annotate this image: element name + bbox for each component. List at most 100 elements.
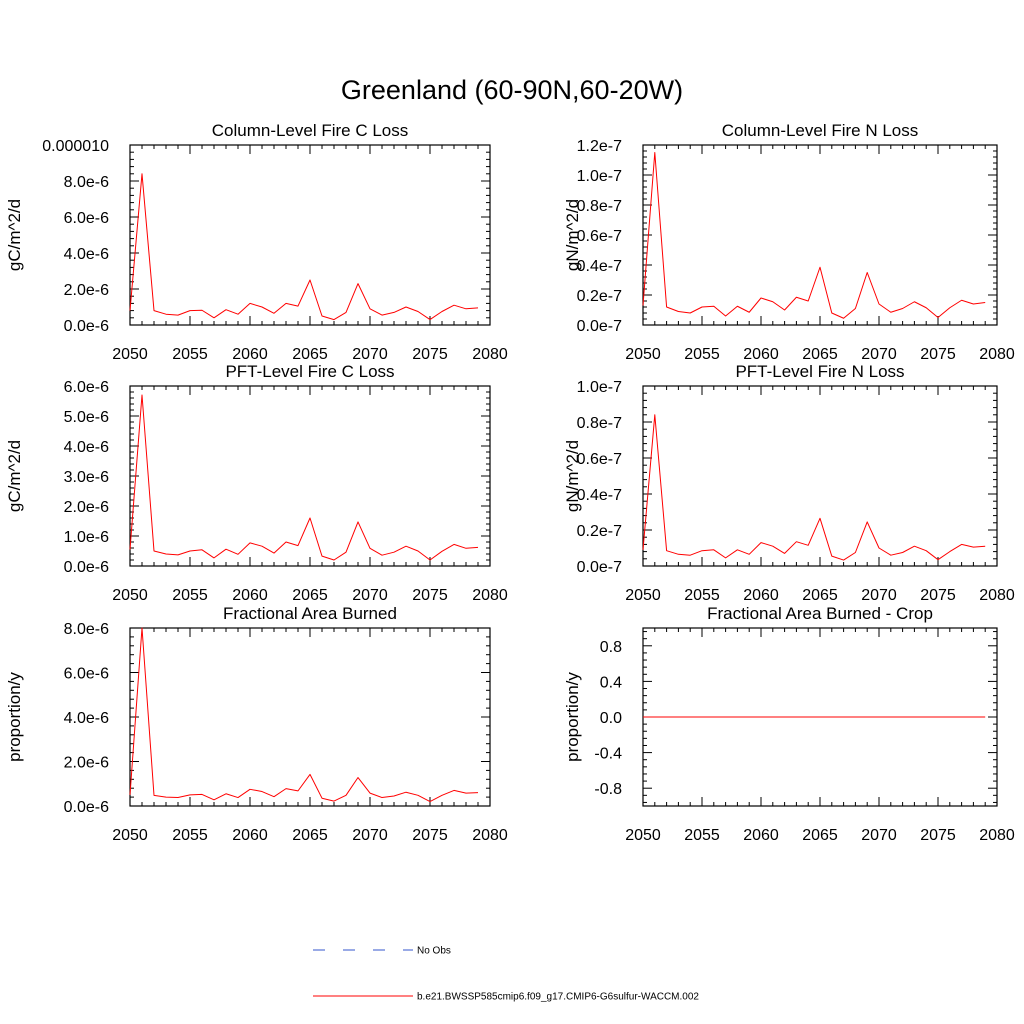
chart-panel: 2050 2055 2060 2065 2070 2075 2080 0.0e-6 2.0e-6… — [5, 121, 508, 363]
x-tick-label: 2075 — [920, 587, 956, 604]
series-line — [129, 627, 479, 803]
y-axis-label: gC/m^2/d — [5, 199, 24, 271]
y-tick-label: 2.0e-6 — [64, 282, 109, 299]
y-tick-label: 1.0e-6 — [64, 529, 109, 546]
x-tick-label: 2075 — [412, 827, 448, 844]
chart-panel: 2050 2055 2060 2065 2070 2075 2080 -0.8 -0.4 0.0 0… — [563, 604, 1015, 844]
chart-panel: 2050 2055 2060 2065 2070 2075 2080 0.0e-6 2.0e-6… — [5, 604, 508, 844]
x-tick-label: 2055 — [172, 827, 208, 844]
x-tick-label: 2065 — [802, 827, 838, 844]
chart-panel: 2050 2055 2060 2065 2070 2075 2080 0.0e-6 1.0e-6… — [5, 362, 508, 604]
x-tick-label: 2075 — [412, 587, 448, 604]
y-tick-label: 0.000010 — [42, 138, 109, 155]
y-tick-label: 6.0e-6 — [64, 210, 109, 227]
x-tick-label: 2060 — [232, 827, 268, 844]
y-tick-label: 2.0e-6 — [64, 755, 109, 772]
legend-label: b.e21.BWSSP585cmip6.f09_g17.CMIP6-G6sulf… — [417, 992, 699, 1003]
plot-frame — [129, 627, 491, 807]
y-axis-label: gN/m^2/d — [563, 199, 582, 271]
x-tick-label: 2065 — [802, 346, 838, 363]
x-tick-label: 2070 — [352, 346, 388, 363]
series-line — [129, 394, 479, 561]
panel-title: Column-Level Fire C Loss — [212, 121, 409, 140]
x-tick-label: 2065 — [292, 346, 328, 363]
y-tick-label: 5.0e-6 — [64, 409, 109, 426]
series-line — [129, 173, 479, 321]
y-tick-label: 0.4 — [600, 674, 622, 691]
panel-title: Column-Level Fire N Loss — [722, 121, 919, 140]
y-axis-label: gC/m^2/d — [5, 440, 24, 512]
x-tick-label: 2070 — [861, 587, 897, 604]
legend: No Obs b.e21.BWSSP585cmip6.f09_g17.CMIP6-… — [313, 946, 699, 1003]
y-axis-label: gN/m^2/d — [563, 440, 582, 512]
x-tick-label: 2070 — [352, 827, 388, 844]
x-tick-label: 2070 — [861, 827, 897, 844]
y-tick-label: 0.0e-7 — [577, 559, 622, 576]
x-tick-label: 2060 — [232, 587, 268, 604]
plot-frame — [642, 144, 998, 326]
y-tick-label: -0.4 — [594, 746, 622, 763]
x-tick-label: 2055 — [684, 346, 720, 363]
x-tick-label: 2080 — [472, 346, 508, 363]
y-tick-label: 3.0e-6 — [64, 469, 109, 486]
x-tick-label: 2075 — [920, 827, 956, 844]
x-tick-label: 2080 — [472, 587, 508, 604]
y-tick-label: 0.0e-6 — [64, 559, 109, 576]
y-tick-label: 0.0e-6 — [64, 318, 109, 335]
x-tick-label: 2050 — [112, 346, 148, 363]
x-tick-label: 2080 — [979, 827, 1015, 844]
panel-title: PFT-Level Fire N Loss — [735, 362, 904, 381]
y-tick-label: 0.2e-7 — [577, 523, 622, 540]
y-tick-label: 0.6e-7 — [577, 451, 622, 468]
y-tick-label: 6.0e-6 — [64, 666, 109, 683]
x-tick-label: 2075 — [412, 346, 448, 363]
y-axis-label: proportion/y — [563, 672, 582, 762]
y-tick-label: 0.8e-7 — [577, 198, 622, 215]
legend-label: No Obs — [417, 946, 451, 957]
y-tick-label: 0.8e-7 — [577, 415, 622, 432]
x-tick-label: 2080 — [979, 587, 1015, 604]
chart-panel: 2050 2055 2060 2065 2070 2075 2080 0.0e-7 0.2e-7… — [563, 362, 1015, 604]
x-tick-label: 2060 — [743, 346, 779, 363]
x-tick-label: 2055 — [684, 827, 720, 844]
y-tick-label: 0.2e-7 — [577, 288, 622, 305]
page-title: Greenland (60-90N,60-20W) — [341, 75, 683, 105]
y-tick-label: 8.0e-6 — [64, 174, 109, 191]
y-tick-label: 1.0e-7 — [577, 379, 622, 396]
series-line — [642, 152, 986, 319]
y-tick-label: -0.8 — [594, 781, 622, 798]
x-tick-label: 2050 — [112, 587, 148, 604]
x-tick-label: 2065 — [292, 587, 328, 604]
y-tick-label: 0.0e-7 — [577, 318, 622, 335]
x-tick-label: 2055 — [172, 587, 208, 604]
x-tick-label: 2050 — [112, 827, 148, 844]
y-tick-label: 0.0 — [600, 710, 622, 727]
x-tick-label: 2050 — [625, 346, 661, 363]
x-tick-label: 2065 — [292, 827, 328, 844]
y-tick-label: 1.0e-7 — [577, 168, 622, 185]
x-tick-label: 2060 — [232, 346, 268, 363]
x-tick-label: 2060 — [743, 827, 779, 844]
x-tick-label: 2075 — [920, 346, 956, 363]
plot-frame — [129, 144, 491, 326]
y-tick-label: 4.0e-6 — [64, 246, 109, 263]
panel-title: Fractional Area Burned — [223, 604, 397, 623]
y-tick-label: 4.0e-6 — [64, 439, 109, 456]
x-tick-label: 2065 — [802, 587, 838, 604]
panels: 2050 2055 2060 2065 2070 2075 2080 0.0e-6 2.0e-6… — [5, 121, 1015, 844]
y-tick-label: 2.0e-6 — [64, 499, 109, 516]
y-tick-label: 1.2e-7 — [577, 138, 622, 155]
y-tick-label: 6.0e-6 — [64, 379, 109, 396]
y-axis-label: proportion/y — [5, 672, 24, 762]
x-tick-label: 2050 — [625, 827, 661, 844]
y-tick-label: 0.8 — [600, 639, 622, 656]
x-tick-label: 2050 — [625, 587, 661, 604]
panel-title: Fractional Area Burned - Crop — [707, 604, 933, 623]
x-tick-label: 2070 — [861, 346, 897, 363]
x-tick-label: 2080 — [472, 827, 508, 844]
y-tick-label: 0.6e-7 — [577, 228, 622, 245]
plot-frame — [129, 385, 491, 567]
x-tick-label: 2055 — [684, 587, 720, 604]
x-tick-label: 2070 — [352, 587, 388, 604]
